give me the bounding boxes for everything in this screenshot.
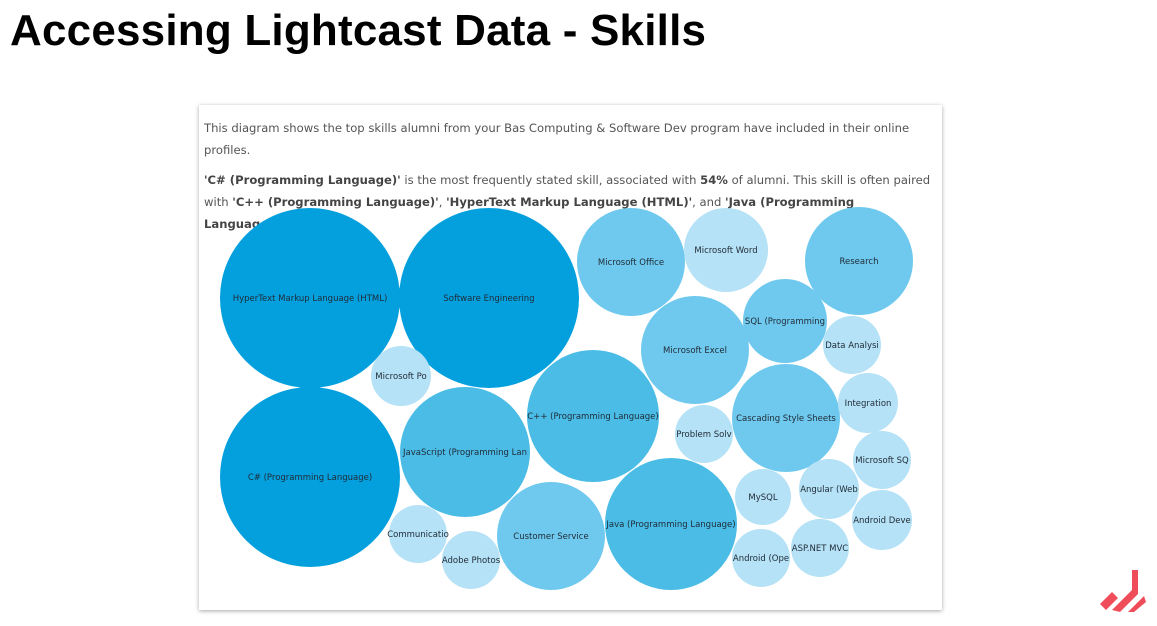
slide-title: Accessing Lightcast Data - Skills xyxy=(10,6,707,55)
skill-bubble[interactable]: Data Analysi xyxy=(823,316,881,374)
skill-label: Microsoft Excel xyxy=(663,346,727,356)
skill-bubble-circle xyxy=(220,387,400,567)
skill-label: C# (Programming Language) xyxy=(248,473,372,483)
skill-bubble-circle xyxy=(497,482,605,590)
skill-bubble[interactable]: Microsoft SQ xyxy=(853,431,911,489)
skill-bubble-circle xyxy=(641,296,749,404)
skill-label: Software Engineering xyxy=(443,294,534,304)
skill-bubble[interactable]: Microsoft Po xyxy=(371,346,431,406)
skill-bubble-circle xyxy=(852,490,912,550)
skill-bubble-circle xyxy=(799,459,859,519)
skill-bubble[interactable]: MySQL xyxy=(735,469,791,525)
summary-text: , and xyxy=(692,195,726,209)
skill-label: Research xyxy=(840,257,879,267)
skill-bubble-circle xyxy=(838,373,898,433)
skill-label: Microsoft Office xyxy=(598,258,664,268)
summary-details: 'C# (Programming Language)' is the most … xyxy=(204,169,934,235)
top-skill-percent: 54% xyxy=(700,173,728,187)
skill-bubble-circle xyxy=(853,431,911,489)
skill-bubble-circle xyxy=(743,279,827,363)
skill-bubble[interactable]: Software Engineering xyxy=(399,208,579,388)
summary-text: of alumni. This skill is often paired wi… xyxy=(204,173,931,209)
skill-bubble[interactable]: Microsoft Office xyxy=(577,208,685,316)
summary-intro: This diagram shows the top skills alumni… xyxy=(204,121,910,157)
skill-bubble-circle xyxy=(791,519,849,577)
skill-bubble[interactable]: Customer Service xyxy=(497,482,605,590)
skill-bubble[interactable]: Research xyxy=(805,207,913,315)
skill-label: JavaScript (Programming Lan xyxy=(402,448,527,458)
skill-bubble[interactable]: C# (Programming Language) xyxy=(220,387,400,567)
skill-label: HyperText Markup Language (HTML) xyxy=(233,294,388,304)
skill-label: Angular (Web xyxy=(800,485,858,495)
skill-label: Customer Service xyxy=(513,532,588,542)
skill-label: Microsoft Po xyxy=(375,372,426,382)
skill-bubble-circle xyxy=(220,208,400,388)
skill-label: Java (Programming Language) xyxy=(605,520,735,530)
skill-bubble-circle xyxy=(399,208,579,388)
skill-bubble-circle xyxy=(371,346,431,406)
skill-bubble[interactable]: Cascading Style Sheets xyxy=(732,364,840,472)
paired-skill: 'HyperText Markup Language (HTML)' xyxy=(446,195,693,209)
skill-bubble[interactable]: Android Deve xyxy=(852,490,912,550)
skill-label: Adobe Photos xyxy=(442,556,501,566)
skill-bubble-circle xyxy=(732,364,840,472)
skill-bubble-circle xyxy=(605,458,737,590)
skill-bubble[interactable]: C++ (Programming Language) xyxy=(527,350,659,482)
skill-bubble[interactable]: Java (Programming Language) xyxy=(605,458,737,590)
skills-card: This diagram shows the top skills alumni… xyxy=(199,105,942,610)
skill-bubble[interactable]: SQL (Programming xyxy=(743,279,827,363)
top-skill: 'C# (Programming Language)' xyxy=(204,173,401,187)
skill-label: MySQL xyxy=(748,493,777,503)
skill-bubble[interactable]: Microsoft Word xyxy=(684,208,768,292)
skill-bubble[interactable]: Problem Solv xyxy=(675,405,733,463)
skill-label: Microsoft Word xyxy=(694,246,757,256)
summary-text: is the most frequently stated skill, ass… xyxy=(400,173,701,187)
skill-label: C++ (Programming Language) xyxy=(527,412,658,422)
paired-skill: 'C++ (Programming Language)' xyxy=(232,195,439,209)
skill-bubble[interactable]: Adobe Photos xyxy=(442,531,501,589)
skill-bubble[interactable]: Android (Ope xyxy=(732,529,790,587)
skill-label: SQL (Programming xyxy=(745,317,825,327)
skill-label: Cascading Style Sheets xyxy=(736,414,836,424)
skill-label: Android Deve xyxy=(853,516,911,526)
skill-label: Microsoft SQ xyxy=(855,456,909,466)
skill-bubble-circle xyxy=(805,207,913,315)
skill-bubble-circle xyxy=(684,208,768,292)
skill-label: Data Analysi xyxy=(825,341,879,351)
skill-bubble-circle xyxy=(732,529,790,587)
lightcast-logo-icon xyxy=(1100,570,1146,612)
skills-summary: This diagram shows the top skills alumni… xyxy=(204,117,934,235)
skill-bubble-circle xyxy=(389,505,447,563)
skill-label: Integration xyxy=(845,399,892,409)
skill-label: Android (Ope xyxy=(733,554,789,564)
skill-bubble-circle xyxy=(442,531,500,589)
skills-bubble-chart: HyperText Markup Language (HTML) Software… xyxy=(220,207,913,590)
skill-bubble[interactable]: HyperText Markup Language (HTML) xyxy=(220,208,400,388)
skill-bubble-circle xyxy=(400,387,530,517)
skill-bubble-circle xyxy=(823,316,881,374)
skill-bubble[interactable]: Microsoft Excel xyxy=(641,296,749,404)
skill-bubble[interactable]: JavaScript (Programming Lan xyxy=(400,387,530,517)
skill-bubble-circle xyxy=(675,405,733,463)
skill-label: Problem Solv xyxy=(676,430,731,440)
summary-text: , xyxy=(438,195,447,209)
skill-bubble-circle xyxy=(527,350,659,482)
skill-bubble[interactable]: Integration xyxy=(838,373,898,433)
skill-bubble-circle xyxy=(577,208,685,316)
skill-bubble[interactable]: ASP.NET MVC xyxy=(791,519,849,577)
skill-label: ASP.NET MVC xyxy=(792,544,848,554)
skill-bubble-circle xyxy=(735,469,791,525)
skill-label: Communicatio xyxy=(387,530,449,540)
skill-bubble[interactable]: Communicatio xyxy=(387,505,449,563)
skill-bubble[interactable]: Angular (Web xyxy=(799,459,859,519)
